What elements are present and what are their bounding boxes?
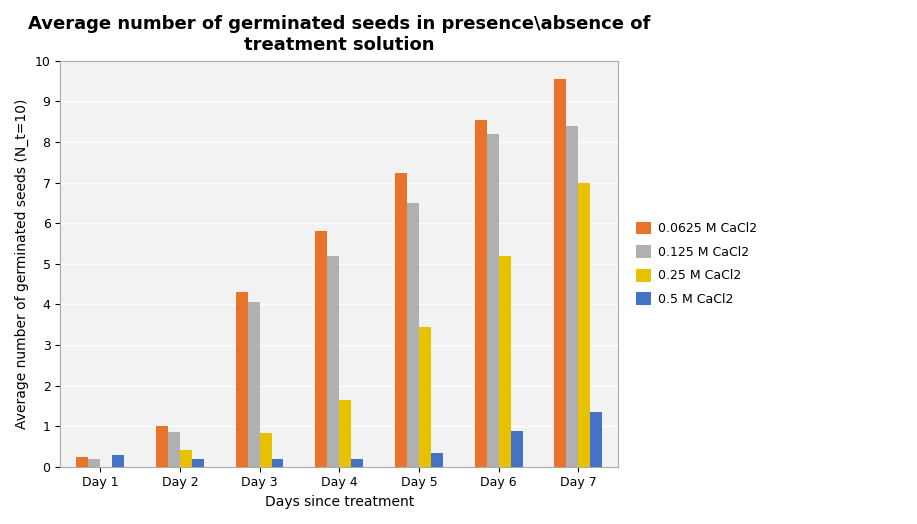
Bar: [248, 302, 260, 467]
Bar: [339, 400, 351, 467]
Bar: [156, 426, 168, 467]
Bar: [579, 183, 591, 467]
Bar: [271, 458, 283, 467]
Bar: [327, 256, 339, 467]
Bar: [236, 292, 248, 467]
Bar: [419, 327, 431, 467]
Bar: [487, 134, 499, 467]
Bar: [88, 460, 100, 467]
Bar: [567, 126, 579, 467]
Bar: [351, 458, 363, 467]
Title: Average number of germinated seeds in presence\absence of
treatment solution: Average number of germinated seeds in pr…: [28, 15, 650, 54]
Legend: 0.0625 M CaCl2, 0.125 M CaCl2, 0.25 M CaCl2, 0.5 M CaCl2: 0.0625 M CaCl2, 0.125 M CaCl2, 0.25 M Ca…: [630, 215, 763, 312]
Bar: [555, 79, 567, 467]
Bar: [475, 120, 487, 467]
Y-axis label: Average number of germinated seeds (N_t=10): Average number of germinated seeds (N_t=…: [15, 99, 29, 429]
Bar: [112, 455, 124, 467]
Bar: [511, 431, 523, 467]
Bar: [168, 432, 180, 467]
Bar: [591, 412, 602, 467]
Bar: [315, 232, 327, 467]
Bar: [76, 456, 88, 467]
Bar: [499, 256, 511, 467]
Bar: [192, 458, 204, 467]
Bar: [180, 450, 192, 467]
Bar: [260, 433, 271, 467]
Bar: [431, 453, 443, 467]
X-axis label: Days since treatment: Days since treatment: [265, 495, 414, 509]
Bar: [407, 203, 419, 467]
Bar: [395, 172, 407, 467]
